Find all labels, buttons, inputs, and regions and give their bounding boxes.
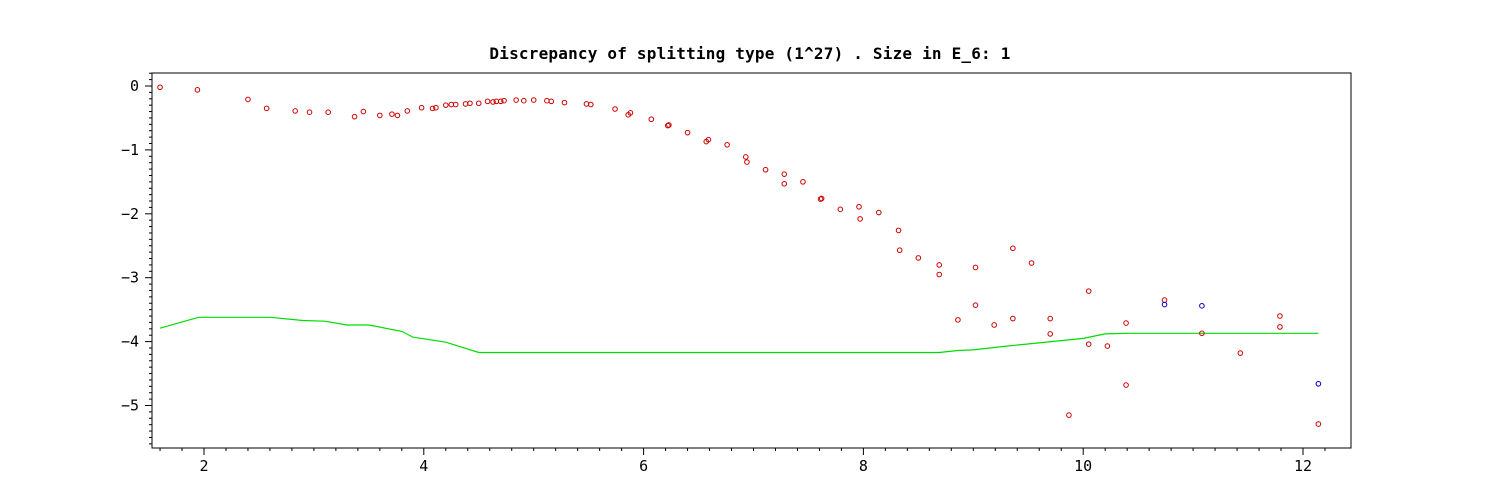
data-point-red [1237, 350, 1244, 356]
data-point-red [588, 101, 594, 108]
data-point-red [781, 180, 788, 187]
data-point-red [972, 264, 979, 271]
data-point-red [484, 98, 491, 105]
data-point-red [475, 100, 482, 107]
data-point-red [467, 100, 473, 107]
data-point-red [351, 113, 358, 120]
data-point-red [705, 136, 712, 143]
data-point-red [972, 302, 979, 308]
data-point-red [1123, 382, 1129, 388]
data-point-red [1010, 315, 1016, 322]
data-point-red [429, 105, 436, 112]
data-point-red [501, 97, 507, 104]
data-point-red [462, 101, 469, 107]
data-point-red [292, 108, 299, 114]
data-point-red [530, 97, 537, 103]
data-point-red [360, 108, 367, 115]
data-point-red [418, 104, 425, 111]
data-point-red [389, 111, 395, 117]
data-point-red [936, 262, 943, 268]
x-tick-label: 12 [1294, 457, 1312, 475]
data-point-red [837, 206, 844, 213]
data-point-red [724, 141, 730, 148]
data-point-red [263, 105, 270, 112]
chart-title: Discrepancy of splitting type (1^27) . S… [489, 44, 1011, 63]
data-point-red [800, 179, 806, 185]
data-point-red [666, 122, 672, 128]
x-tick-label: 2 [199, 457, 208, 475]
data-point-red [325, 109, 331, 115]
data-point-red [955, 317, 961, 323]
data-point-red [627, 110, 634, 116]
data-point-red [433, 104, 439, 111]
data-point-red [612, 106, 618, 112]
data-point-red [762, 166, 769, 173]
data-point-red [377, 112, 383, 119]
data-point-red [1277, 324, 1283, 330]
data-point-blue [1161, 301, 1168, 308]
plot-frame [151, 72, 1352, 449]
data-point-red [1315, 421, 1322, 427]
data-point-red [157, 84, 163, 91]
data-point-red [245, 96, 251, 103]
data-point-red [875, 209, 882, 216]
data-point-red [1066, 412, 1072, 418]
data-point-red [1199, 330, 1205, 337]
y-tick-label: −1 [121, 141, 139, 159]
data-point-red [1161, 297, 1168, 303]
data-point-red [915, 255, 922, 261]
data-point-red [306, 109, 313, 115]
data-point-red [544, 97, 550, 104]
data-point-red [1085, 341, 1092, 347]
data-point-red [648, 116, 655, 123]
data-point-red [1123, 320, 1129, 326]
data-point-red [497, 98, 504, 105]
data-point-red [743, 154, 749, 160]
x-tick-label: 4 [419, 457, 428, 475]
data-point-red [1104, 343, 1111, 349]
data-point-red [1277, 313, 1283, 319]
data-point-red [684, 129, 691, 136]
x-tick-label: 6 [639, 457, 648, 475]
y-tick-label: −4 [121, 333, 139, 351]
data-point-red [991, 322, 997, 328]
y-tick-label: −2 [121, 205, 139, 223]
data-point-red [548, 98, 555, 105]
data-point-red [856, 203, 862, 210]
data-point-red [194, 87, 201, 93]
data-point-red [521, 97, 527, 104]
data-point-red [490, 99, 496, 105]
data-point-red [561, 99, 568, 106]
data-point-red [744, 159, 750, 165]
data-point-red [857, 216, 863, 222]
data-point-red [404, 108, 411, 114]
data-point-red [896, 247, 903, 254]
data-point-blue [1315, 380, 1322, 387]
data-point-red [1085, 288, 1092, 294]
data-point-red [442, 102, 449, 108]
data-point-red [1028, 260, 1035, 266]
data-point-red [895, 227, 902, 234]
data-point-red [583, 101, 590, 107]
data-point-red [1047, 315, 1054, 322]
y-tick-label: −3 [121, 269, 139, 287]
data-point-red [936, 271, 943, 278]
data-point-red [818, 195, 825, 202]
data-point-red [394, 112, 401, 119]
x-tick-label: 8 [859, 457, 868, 475]
data-point-red [781, 171, 788, 177]
data-point-blue [1199, 303, 1205, 309]
data-point-red [513, 97, 519, 103]
data-point-red [452, 101, 459, 108]
y-tick-label: −5 [121, 397, 139, 415]
data-point-red [1047, 331, 1054, 337]
series-line-green [159, 316, 1319, 354]
data-point-red [1010, 245, 1016, 252]
x-tick-label: 10 [1074, 457, 1092, 475]
y-tick-label: 0 [130, 77, 139, 95]
